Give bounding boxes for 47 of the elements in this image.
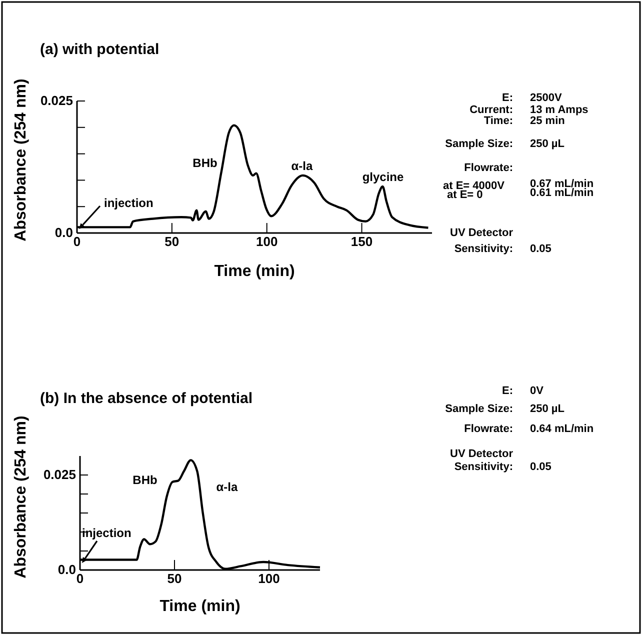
x-tick-label: 0	[76, 571, 84, 586]
y-tick-label: 0.0	[54, 225, 73, 240]
annotation: injection	[104, 196, 154, 210]
text: 0.64 mL/min	[530, 423, 594, 435]
text: 0.05	[530, 461, 552, 473]
text: 2500V	[530, 92, 562, 104]
text: Flowrate:	[464, 423, 513, 435]
annotation: injection	[82, 526, 132, 540]
chart-title: (a) with potential	[40, 41, 160, 58]
x-tick-label: 100	[258, 571, 280, 586]
text: Flowrate:	[464, 162, 513, 174]
y-tick-label: 0.025	[43, 467, 76, 482]
text: E:	[502, 92, 513, 104]
y-axis-title: Absorbance (254 nm)	[12, 78, 30, 242]
text: 13 m Amps	[530, 104, 588, 116]
text: 0V	[530, 385, 544, 397]
x-axis-title: Time (min)	[214, 263, 295, 280]
x-tick-label: 150	[350, 234, 373, 250]
x-tick-label: 0	[73, 234, 81, 250]
y-tick-label: 0.025	[40, 93, 73, 108]
text: Current:	[470, 104, 513, 116]
text: 250 µL	[530, 403, 565, 415]
text: Sample Size:	[445, 403, 513, 415]
annotation: α-la	[291, 159, 314, 173]
text: UV Detector	[450, 227, 514, 239]
text: Sample Size:	[445, 138, 513, 150]
text: 250 µL	[530, 138, 565, 150]
x-tick-label: 50	[164, 234, 180, 250]
annotation: α-la	[216, 480, 238, 494]
annotation: BHb	[192, 156, 218, 170]
text: 0.61 mL/min	[530, 187, 594, 199]
text: at E= 0	[447, 189, 483, 201]
text: E:	[502, 385, 513, 397]
annotation: BHb	[132, 473, 158, 487]
x-tick-label: 100	[256, 234, 278, 250]
text: Sensitivity:	[454, 243, 513, 255]
text: 0.05	[530, 243, 552, 255]
annotation: glycine	[362, 170, 404, 184]
chart-title: (b) In the absence of potential	[40, 390, 253, 407]
x-axis-title: Time (min)	[160, 598, 240, 615]
x-tick-label: 50	[167, 571, 182, 586]
text: Time:	[484, 115, 513, 127]
text: 25 min	[530, 115, 566, 127]
y-tick-label: 0.0	[58, 562, 76, 578]
text: UV Detector	[450, 448, 514, 460]
text: Sensitivity:	[454, 461, 513, 473]
y-axis-title: Absorbance (254 nm)	[12, 416, 30, 578]
